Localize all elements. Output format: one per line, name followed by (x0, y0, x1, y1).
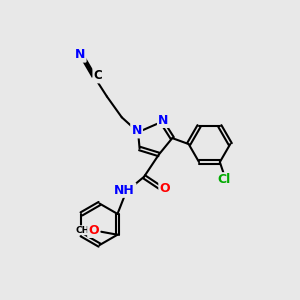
Text: O: O (160, 182, 170, 195)
Text: N: N (75, 48, 85, 62)
Text: CH₃: CH₃ (76, 226, 94, 235)
Text: NH: NH (114, 184, 135, 196)
Text: N: N (131, 124, 142, 137)
Text: O: O (88, 224, 99, 237)
Text: C: C (94, 69, 102, 82)
Text: N: N (158, 114, 169, 127)
Text: Cl: Cl (218, 173, 231, 186)
